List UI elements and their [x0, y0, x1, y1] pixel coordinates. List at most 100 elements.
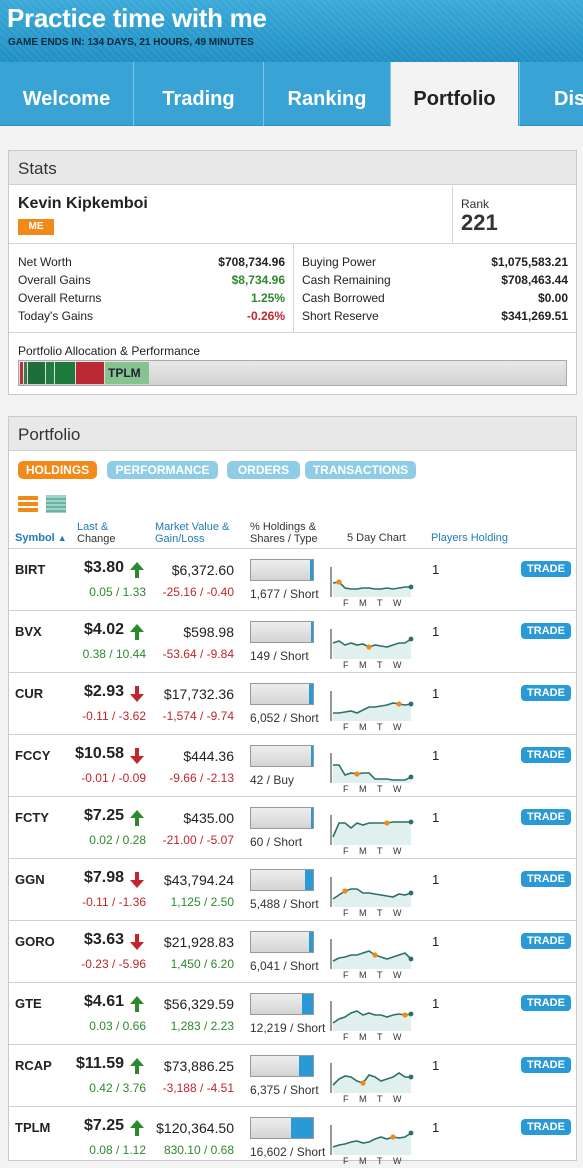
symbol-link[interactable]: CUR	[15, 686, 44, 701]
col-last-change[interactable]: Last & Change	[77, 521, 116, 545]
day-label: T	[377, 1094, 383, 1103]
trade-button[interactable]: TRADE	[521, 561, 571, 577]
day-label: M	[359, 1156, 367, 1165]
tab-trading[interactable]: Trading	[134, 62, 264, 126]
market-value: $6,372.60	[171, 562, 234, 578]
day-label: F	[343, 1094, 349, 1103]
symbol-link[interactable]: TPLM	[15, 1120, 51, 1135]
day-label: F	[343, 1032, 349, 1041]
holding-percent-bar	[250, 1117, 314, 1139]
price-change: 0.38 / 10.44	[82, 647, 146, 661]
tab-holdings[interactable]: HOLDINGS	[18, 461, 97, 479]
market-value: $120,364.50	[156, 1120, 234, 1136]
col-5day-chart: 5 Day Chart	[347, 532, 406, 544]
tab-orders[interactable]: ORDERS	[227, 461, 300, 479]
trade-button[interactable]: TRADE	[521, 623, 571, 639]
tab-performance[interactable]: PERFORMANCE	[107, 461, 218, 479]
day-label: T	[377, 846, 383, 855]
holding-row[interactable]: TPLM $7.25 0.08 / 1.12 $120,364.50 830.10 / …	[9, 1106, 576, 1168]
arrow-down-icon	[130, 934, 144, 950]
holding-percent-bar	[250, 621, 314, 643]
market-value: $43,794.24	[163, 872, 234, 888]
holding-percent-bar	[250, 559, 314, 581]
holding-row[interactable]: BIRT $3.80 0.05 / 1.33 $6,372.60 -25.16 / -0…	[9, 548, 576, 610]
tab-ranking[interactable]: Ranking	[264, 62, 391, 126]
holding-percent-fill	[309, 684, 313, 704]
arrow-up-icon	[130, 562, 144, 578]
rank-value: 221	[461, 210, 498, 235]
gain-loss: -53.64 / -9.84	[162, 647, 234, 661]
day-label: W	[393, 970, 402, 979]
col-market-value[interactable]: Market Value & Gain/Loss	[155, 521, 230, 545]
price-change: 0.05 / 1.33	[89, 585, 146, 599]
players-holding: 1	[432, 996, 440, 1011]
players-holding: 1	[432, 1120, 440, 1135]
symbol-link[interactable]: FCTY	[15, 810, 49, 825]
symbol-link[interactable]: BVX	[15, 624, 42, 639]
day-label: W	[393, 784, 402, 793]
day-label: F	[343, 846, 349, 855]
stat-cash-remaining: Cash Remaining $708,463.44	[302, 273, 568, 287]
tab-discussion[interactable]: Dis	[519, 62, 583, 126]
trade-button[interactable]: TRADE	[521, 871, 571, 887]
stat-buying-power: Buying Power $1,075,583.21	[302, 255, 568, 269]
day-label: M	[359, 908, 367, 917]
gain-loss: -9.66 / -2.13	[169, 771, 234, 785]
holding-percent-bar	[250, 745, 314, 767]
list-view-icon[interactable]	[18, 494, 38, 514]
symbol-link[interactable]: FCCY	[15, 748, 51, 763]
game-ends: GAME ENDS IN: 134 DAYS, 21 HOURS, 49 MIN…	[8, 37, 254, 48]
symbol-link[interactable]: GORO	[15, 934, 55, 949]
col-symbol[interactable]: Symbol ▲	[15, 532, 67, 544]
day-label: M	[359, 660, 367, 669]
symbol-link[interactable]: GTE	[15, 996, 42, 1011]
holding-row[interactable]: GORO $3.63 -0.23 / -5.96 $21,928.83 1,450 / …	[9, 920, 576, 982]
tab-portfolio[interactable]: Portfolio	[391, 62, 518, 126]
trade-button[interactable]: TRADE	[521, 995, 571, 1011]
last-price: $2.93	[83, 683, 124, 700]
day-label: M	[359, 722, 367, 731]
price-change: -0.11 / -1.36	[82, 895, 146, 909]
price-change: 0.42 / 3.76	[89, 1081, 146, 1095]
holding-row[interactable]: GTE $4.61 0.03 / 0.66 $56,329.59 1,283 / 2.2…	[9, 982, 576, 1044]
trade-button[interactable]: TRADE	[521, 1119, 571, 1135]
day-label: F	[343, 784, 349, 793]
allocation-bar[interactable]: TPLM	[18, 360, 567, 386]
allocation-label: Portfolio Allocation & Performance	[18, 344, 201, 358]
col-players-holding[interactable]: Players Holding	[431, 532, 509, 544]
shares-type: 12,219 / Short	[250, 1021, 326, 1035]
trade-button[interactable]: TRADE	[521, 933, 571, 949]
symbol-link[interactable]: RCAP	[15, 1058, 52, 1073]
holding-row[interactable]: FCCY $10.58 -0.01 / -0.09 $444.36 -9.66 / -2…	[9, 734, 576, 796]
symbol-link[interactable]: GGN	[15, 872, 45, 887]
day-label: F	[343, 1156, 349, 1165]
stat-cash-borrowed: Cash Borrowed $0.00	[302, 291, 568, 305]
holding-row[interactable]: GGN $7.98 -0.11 / -1.36 $43,794.24 1,125 / 2…	[9, 858, 576, 920]
day-label: W	[393, 908, 402, 917]
holding-row[interactable]: CUR $2.93 -0.11 / -3.62 $17,732.36 -1,574 / …	[9, 672, 576, 734]
grid-view-icon[interactable]	[46, 494, 66, 514]
holding-percent-bar	[250, 1055, 314, 1077]
arrow-up-icon	[130, 810, 144, 826]
holding-row[interactable]: FCTY $7.25 0.02 / 0.28 $435.00 -21.00 / -5.0…	[9, 796, 576, 858]
trade-button[interactable]: TRADE	[521, 1057, 571, 1073]
day-label: F	[343, 598, 349, 607]
holding-percent-bar	[250, 993, 314, 1015]
portfolio-title: Portfolio	[9, 417, 576, 451]
holding-row[interactable]: BVX $4.02 0.38 / 10.44 $598.98 -53.64 / -9.8…	[9, 610, 576, 672]
trade-button[interactable]: TRADE	[521, 747, 571, 763]
tab-welcome[interactable]: Welcome	[0, 62, 134, 126]
trade-button[interactable]: TRADE	[521, 685, 571, 701]
me-badge: ME	[18, 219, 54, 235]
holding-row[interactable]: RCAP $11.59 0.42 / 3.76 $73,886.25 -3,188 / …	[9, 1044, 576, 1106]
shares-type: 6,041 / Short	[250, 959, 319, 973]
market-value: $17,732.36	[163, 686, 234, 702]
symbol-link[interactable]: BIRT	[15, 562, 46, 577]
tab-transactions[interactable]: TRANSACTIONS	[305, 461, 416, 479]
day-label: F	[343, 970, 349, 979]
holding-percent-fill	[310, 560, 313, 580]
trade-button[interactable]: TRADE	[521, 809, 571, 825]
last-price: $7.25	[83, 1117, 124, 1134]
